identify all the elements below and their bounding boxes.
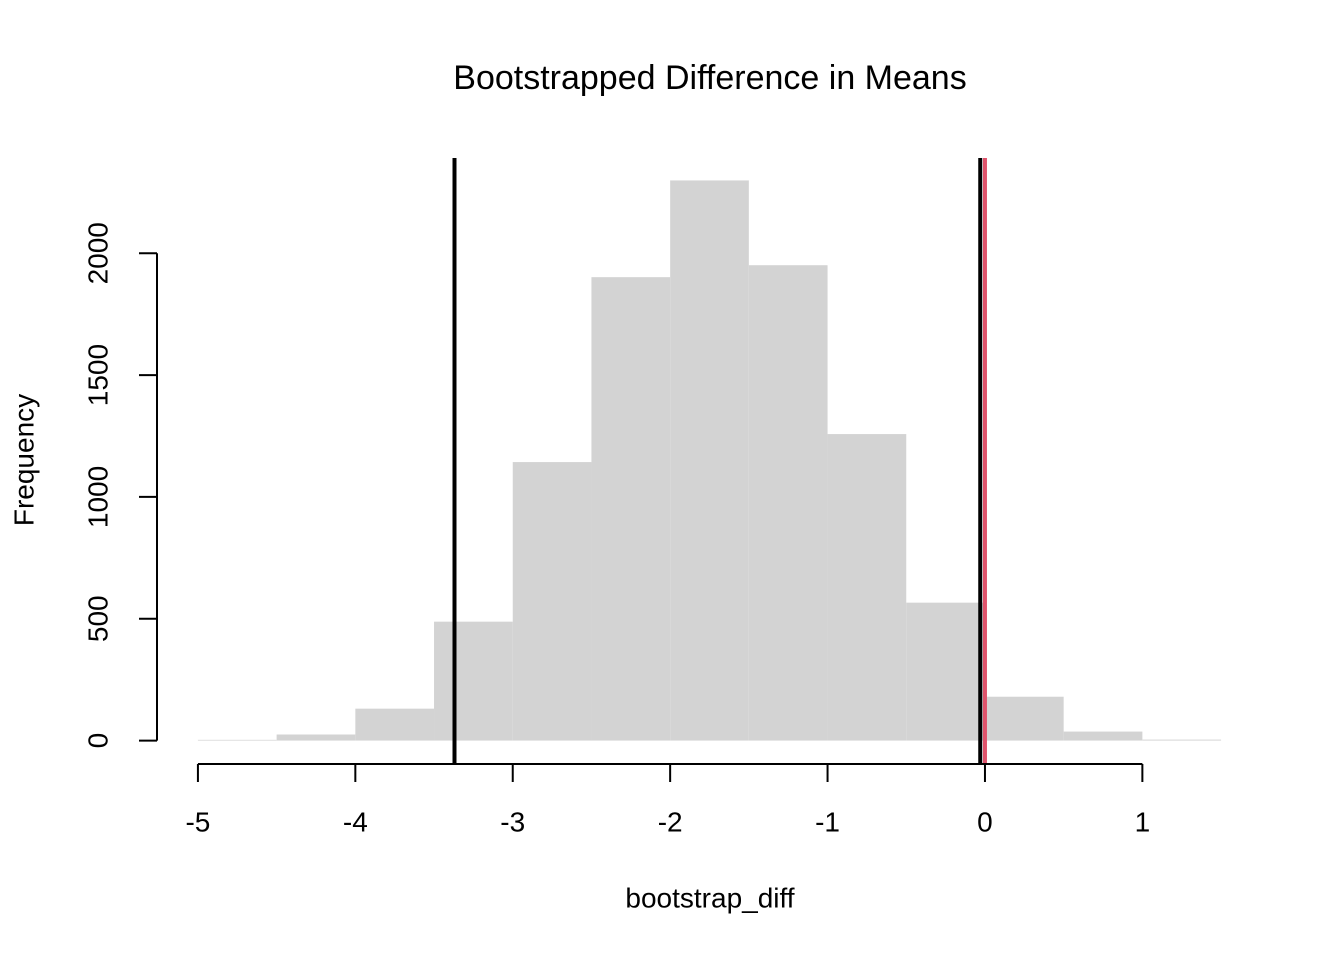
- x-tick-label: -1: [815, 806, 840, 837]
- bar: [670, 180, 749, 741]
- y-axis-label: Frequency: [8, 394, 39, 526]
- chart-title: Bootstrapped Difference in Means: [453, 59, 966, 97]
- bar: [512, 462, 592, 741]
- x-tick-label: -3: [500, 806, 525, 837]
- x-tick-label: -2: [658, 806, 683, 837]
- bar: [906, 602, 985, 741]
- x-axis-label: bootstrap_diff: [625, 882, 794, 913]
- bar: [355, 708, 435, 741]
- bar: [1063, 731, 1143, 741]
- bar: [827, 434, 907, 741]
- bar: [276, 734, 356, 741]
- x-tick-label: -4: [343, 806, 368, 837]
- x-tick-label: 1: [1135, 806, 1151, 837]
- bar: [1142, 739, 1222, 741]
- bar: [748, 265, 828, 741]
- x-tick-label: -5: [185, 806, 210, 837]
- y-tick-label: 0: [82, 733, 113, 749]
- bar: [984, 696, 1064, 741]
- bar: [197, 739, 277, 741]
- y-tick-label: 1500: [82, 344, 113, 406]
- y-tick-label: 1000: [82, 466, 113, 528]
- y-tick-label: 500: [82, 595, 113, 642]
- bar: [434, 621, 513, 741]
- y-tick-label: 2000: [82, 222, 113, 284]
- bar: [591, 277, 671, 741]
- x-tick-label: 0: [977, 806, 993, 837]
